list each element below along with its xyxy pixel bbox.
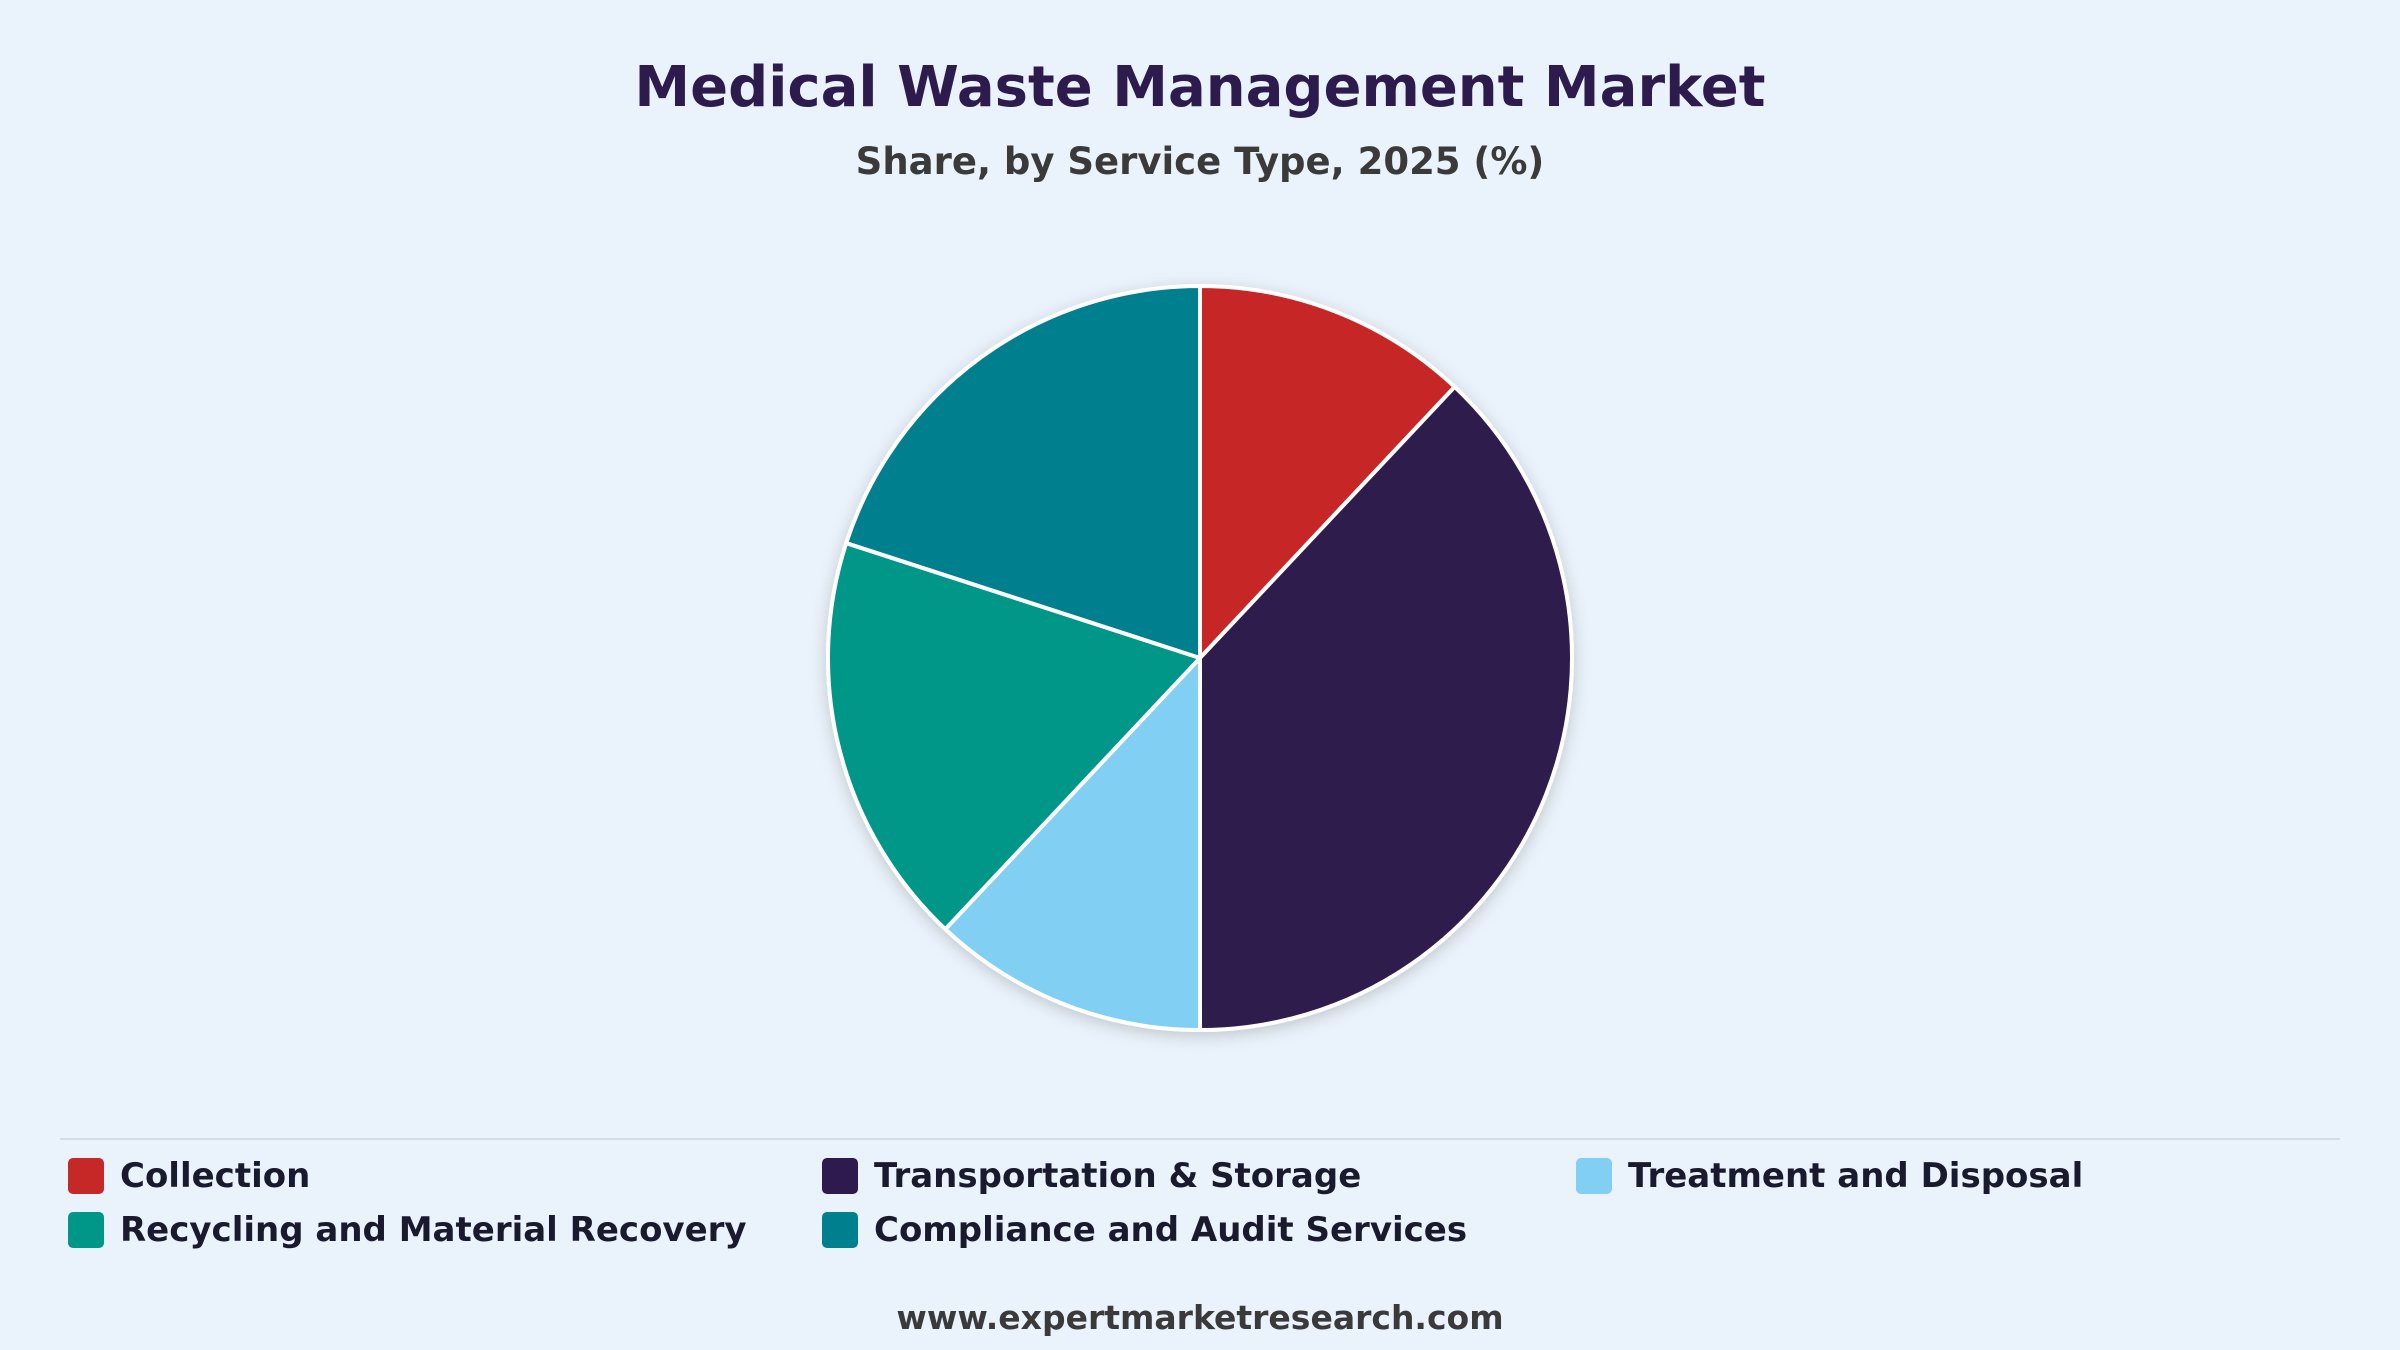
legend-label: Recycling and Material Recovery [120, 1210, 747, 1250]
legend-swatch [68, 1212, 104, 1248]
legend-label: Compliance and Audit Services [874, 1210, 1468, 1250]
legend-item-treatment-and-disposal: Treatment and Disposal [1576, 1152, 2083, 1200]
legend-item-recycling-and-material-recovery: Recycling and Material Recovery [68, 1206, 747, 1254]
legend-swatch [1576, 1158, 1612, 1194]
legend-swatch [68, 1158, 104, 1194]
legend-swatch [822, 1158, 858, 1194]
pie-slices [826, 284, 1574, 1032]
legend-label: Transportation & Storage [874, 1156, 1362, 1196]
pie-slice-recycling-and-material-recovery [826, 541, 1202, 932]
legend-item-transportation-storage: Transportation & Storage [822, 1152, 1361, 1200]
legend-label: Collection [120, 1156, 311, 1196]
pie-slice-transportation-storage [1198, 384, 1574, 1032]
pie-chart [826, 284, 1574, 1032]
pie-slice-compliance-and-audit-services [844, 284, 1202, 660]
legend-swatch [822, 1212, 858, 1248]
chart-subtitle: Share, by Service Type, 2025 (%) [855, 140, 1545, 183]
pie-slice-collection [1198, 284, 1457, 660]
legend-label: Treatment and Disposal [1628, 1156, 2084, 1196]
legend-divider [60, 1138, 2340, 1140]
legend-item-compliance-and-audit-services: Compliance and Audit Services [822, 1206, 1467, 1254]
pie-slice-treatment-and-disposal [943, 656, 1202, 1032]
source-url: www.expertmarketresearch.com [896, 1298, 1504, 1337]
chart-title: Medical Waste Management Market [634, 55, 1766, 120]
legend-item-collection: Collection [68, 1152, 310, 1200]
